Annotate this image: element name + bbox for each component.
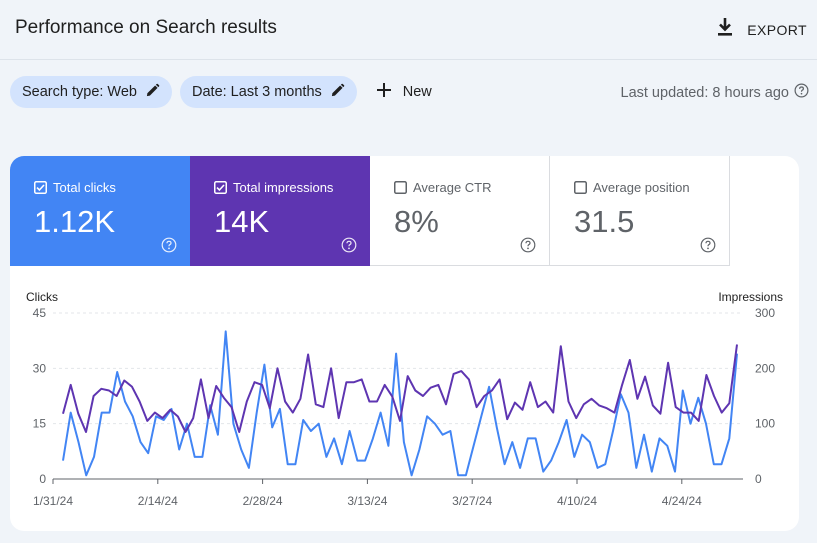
checkbox-unchecked-icon[interactable] — [574, 181, 587, 194]
metric-value: 8% — [394, 204, 439, 239]
y-tick-left: 45 — [33, 306, 47, 320]
y-tick-left: 15 — [33, 417, 47, 431]
last-updated-text: Last updated: 8 hours ago — [620, 84, 790, 101]
x-tick-label: 3/13/24 — [347, 494, 387, 508]
metric-tiles: Total clicks 1.12K Total impressions 14K… — [10, 156, 730, 266]
checkbox-checked-icon[interactable] — [214, 181, 227, 194]
pencil-icon[interactable] — [330, 83, 345, 102]
help-icon[interactable] — [794, 83, 809, 102]
chart-svg: Clicks Impressions 0 0 15 100 30 200 45 300 1/31… — [26, 290, 783, 508]
last-updated: Last updated: 8 hours ago — [621, 83, 810, 102]
metric-tile-impressions[interactable]: Total impressions 14K — [190, 156, 370, 266]
performance-chart: Clicks Impressions 0 0 15 100 30 200 45 300 1/31… — [10, 156, 799, 531]
date-chip[interactable]: Date: Last 3 months — [180, 76, 357, 108]
x-tick-label: 4/10/24 — [557, 494, 597, 508]
series-line-impressions — [62, 344, 738, 433]
left-axis-title: Clicks — [26, 290, 58, 304]
metric-label: Average CTR — [413, 180, 492, 195]
export-button[interactable]: EXPORT — [715, 16, 807, 43]
x-tick-label: 1/31/24 — [33, 494, 73, 508]
plus-icon — [375, 81, 393, 103]
header: Performance on Search results EXPORT — [0, 0, 817, 60]
help-icon[interactable] — [341, 237, 357, 253]
metric-tile-ctr[interactable]: Average CTR 8% — [370, 156, 550, 266]
date-label: Date: Last 3 months — [192, 84, 322, 100]
new-filter-label: New — [402, 84, 432, 100]
filter-bar: Search type: Web Date: Last 3 months New — [10, 76, 432, 108]
metric-label: Total clicks — [53, 180, 116, 195]
help-icon[interactable] — [161, 237, 177, 253]
metric-label: Total impressions — [233, 180, 334, 195]
new-filter-button[interactable]: New — [375, 81, 432, 103]
y-tick-right: 0 — [755, 472, 762, 486]
page-title: Performance on Search results — [15, 17, 277, 38]
x-tick-label: 2/14/24 — [138, 494, 178, 508]
help-icon[interactable] — [520, 237, 536, 253]
y-tick-right: 200 — [755, 361, 775, 375]
help-icon[interactable] — [700, 237, 716, 253]
x-tick-label: 3/27/24 — [452, 494, 492, 508]
search-type-label: Search type: Web — [22, 84, 137, 100]
y-tick-right: 100 — [755, 417, 775, 431]
checkbox-unchecked-icon[interactable] — [394, 181, 407, 194]
download-icon — [715, 16, 735, 43]
metric-tile-position[interactable]: Average position 31.5 — [550, 156, 730, 266]
metric-value: 14K — [214, 204, 270, 239]
y-tick-right: 300 — [755, 306, 775, 320]
metric-label: Average position — [593, 180, 690, 195]
y-tick-left: 30 — [33, 361, 47, 375]
checkbox-checked-icon[interactable] — [34, 181, 47, 194]
right-axis-title: Impressions — [718, 290, 783, 304]
metric-tile-clicks[interactable]: Total clicks 1.12K — [10, 156, 190, 266]
metric-value: 1.12K — [34, 204, 116, 239]
x-tick-label: 4/24/24 — [662, 494, 702, 508]
x-tick-label: 2/28/24 — [243, 494, 283, 508]
export-label: EXPORT — [747, 21, 807, 38]
pencil-icon[interactable] — [145, 83, 160, 102]
performance-card: Clicks Impressions 0 0 15 100 30 200 45 300 1/31… — [10, 156, 799, 531]
metric-value: 31.5 — [574, 204, 635, 239]
search-type-chip[interactable]: Search type: Web — [10, 76, 172, 108]
series-line-clicks — [62, 330, 738, 477]
y-tick-left: 0 — [39, 472, 46, 486]
